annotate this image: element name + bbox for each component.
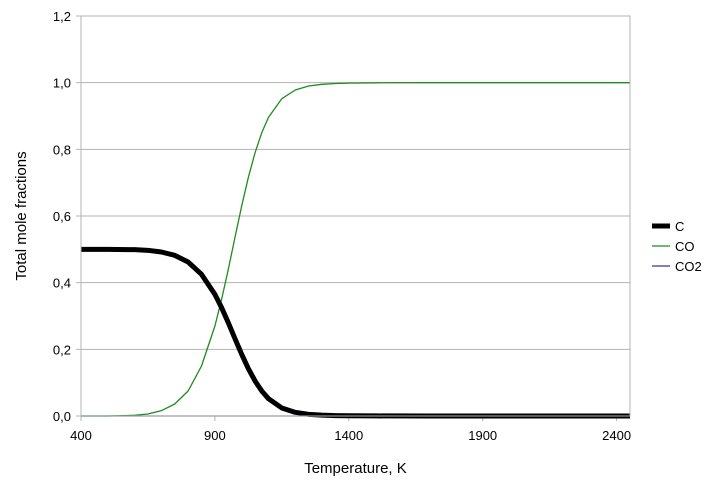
y-tick-label: 0,0 xyxy=(53,409,71,424)
plot-area-frame xyxy=(80,15,631,417)
x-tick-label: 1900 xyxy=(468,428,497,443)
y-tick-label: 0,4 xyxy=(53,276,71,291)
x-axis-tick-labels: 400 900 1400 1900 2400 xyxy=(70,428,631,443)
y-tick-label: 0,2 xyxy=(53,342,71,357)
grid xyxy=(76,15,630,421)
series-lines xyxy=(81,82,630,419)
x-tick-label: 900 xyxy=(204,428,226,443)
x-tick-label: 400 xyxy=(70,428,92,443)
x-tick-label: 2400 xyxy=(602,428,631,443)
series-line-c xyxy=(81,246,630,419)
y-tick-label: 0,8 xyxy=(53,142,71,157)
legend: C CO CO2 xyxy=(652,219,702,274)
x-tick-label: 1400 xyxy=(334,428,363,443)
legend-label-co: CO xyxy=(675,239,695,254)
legend-label-c: C xyxy=(675,219,684,234)
y-tick-label: 1,0 xyxy=(53,76,71,91)
y-tick-label: 1,2 xyxy=(53,9,71,24)
y-axis-label: Total mole fractions xyxy=(13,151,30,280)
series-line-co xyxy=(81,82,630,417)
x-axis-label: Temperature, K xyxy=(304,460,407,477)
y-tick-label: 0,6 xyxy=(53,209,71,224)
y-axis-tick-labels: 0,0 0,2 0,4 0,6 0,8 1,0 1,2 xyxy=(53,9,71,424)
legend-label-co2: CO2 xyxy=(675,259,702,274)
